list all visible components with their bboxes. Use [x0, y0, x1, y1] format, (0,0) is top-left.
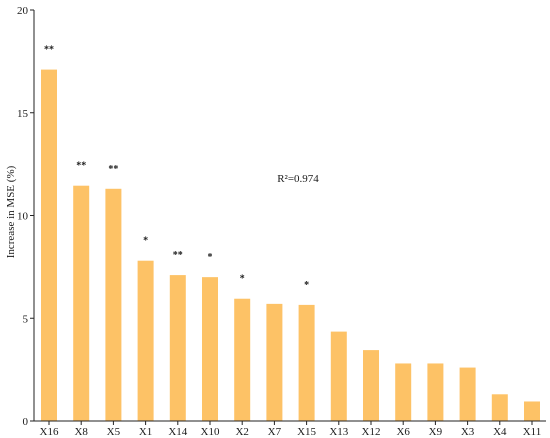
- x-tick-label: X15: [297, 426, 316, 438]
- significance-layer: **** ***** ***: [44, 45, 309, 291]
- bar-x14: [169, 275, 186, 421]
- significance-marker: **: [76, 161, 86, 172]
- significance-marker: **: [108, 164, 118, 175]
- bars-layer: [41, 69, 540, 421]
- bar-x7: [266, 303, 283, 421]
- x-tick-label: X13: [329, 426, 348, 438]
- x-tick-label: X4: [493, 426, 507, 438]
- significance-marker: *: [208, 252, 213, 263]
- x-tick-label: X5: [107, 426, 121, 438]
- x-tick-label: X11: [523, 426, 542, 438]
- bar-x4: [491, 394, 508, 421]
- x-tick-label: X1: [139, 426, 152, 438]
- x-ticks: X16 X8 X5 X1 X14 X10 X2 X7 X15 X13 X12 X6 X9 X3 X4 X11: [40, 421, 542, 438]
- bar-x5: [105, 188, 122, 421]
- x-tick-label: X8: [74, 426, 88, 438]
- bar-x1: [137, 260, 154, 421]
- x-tick-label: X10: [201, 426, 220, 438]
- x-tick-label: X3: [461, 426, 475, 438]
- x-tick-label: X9: [429, 426, 443, 438]
- x-tick-label: X2: [235, 426, 248, 438]
- y-ticks: 0 5 10 15 20: [17, 5, 34, 428]
- y-tick-label: 5: [23, 313, 29, 325]
- y-tick-label: 10: [17, 211, 29, 223]
- x-tick-label: X12: [362, 426, 381, 438]
- bar-x13: [330, 331, 347, 421]
- y-tick-label: 0: [23, 416, 29, 428]
- y-axis-title: Increase in MSE (%): [5, 165, 17, 258]
- x-tick-label: X16: [40, 426, 59, 438]
- r-squared-annotation: R²=0.974: [277, 173, 319, 185]
- bar-x16: [41, 69, 57, 421]
- bar-x3: [459, 367, 476, 421]
- x-tick-label: X6: [396, 426, 410, 438]
- y-tick-label: 15: [17, 108, 29, 120]
- x-tick-label: X7: [268, 426, 282, 438]
- bar-x8: [73, 185, 90, 421]
- bar-x2: [234, 298, 251, 421]
- bar-x6: [395, 363, 412, 421]
- significance-marker: **: [44, 45, 54, 56]
- significance-marker: *: [240, 274, 245, 285]
- bar-x11: [524, 401, 540, 421]
- significance-marker: **: [173, 250, 183, 261]
- x-tick-label: X14: [168, 426, 187, 438]
- y-tick-label: 20: [17, 5, 29, 17]
- significance-marker: *: [143, 236, 148, 247]
- bar-x15: [298, 304, 315, 421]
- bar-x12: [363, 350, 379, 421]
- bar-x10: [202, 277, 218, 421]
- significance-marker: *: [304, 280, 309, 291]
- bar-x9: [427, 363, 444, 421]
